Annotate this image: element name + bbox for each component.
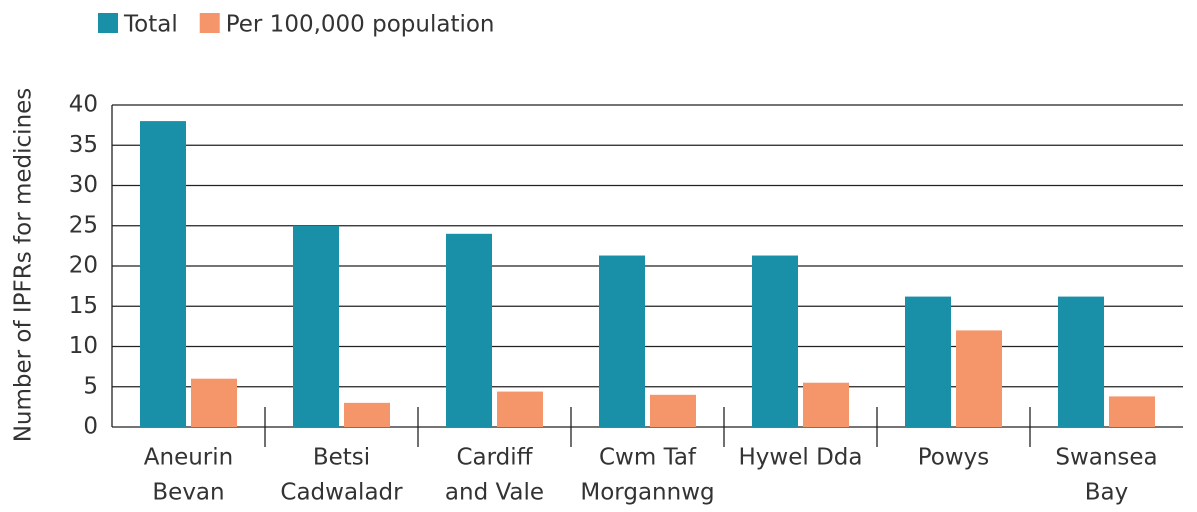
bar	[1109, 396, 1155, 427]
legend-label: Per 100,000 population	[226, 12, 495, 38]
legend-swatch	[98, 13, 118, 33]
bar	[344, 402, 390, 427]
x-tick-label: Morgannwg	[580, 480, 714, 506]
x-tick-label: Hywel Dda	[739, 445, 863, 471]
legend-swatch	[199, 13, 220, 33]
x-tick-label: Cadwaladr	[280, 480, 403, 506]
x-tick-label: Swansea	[1055, 445, 1157, 471]
y-tick-label: 15	[69, 293, 98, 319]
bar	[650, 394, 696, 427]
y-tick-label: 40	[69, 92, 98, 118]
y-tick-label: 30	[69, 172, 98, 198]
x-tick-label: Powys	[918, 445, 990, 471]
x-tick-label: Bevan	[152, 480, 224, 506]
bar	[293, 225, 339, 427]
y-tick-label: 20	[69, 253, 98, 279]
y-tick-label: 35	[69, 132, 98, 158]
x-tick-label: Cardiff	[456, 445, 533, 471]
x-tick-label: Aneurin	[144, 445, 233, 471]
x-tick-label: Cwm Taf	[599, 445, 697, 471]
bar	[140, 121, 186, 427]
x-tick-label: and Vale	[445, 480, 544, 506]
x-tick-label: Bay	[1085, 480, 1128, 506]
bar	[599, 255, 645, 427]
x-tick-label: Betsi	[313, 445, 370, 471]
bar	[1058, 296, 1104, 427]
y-axis-label: Number of IPFRs for medicines	[11, 88, 37, 443]
bar	[446, 233, 492, 427]
bar	[905, 296, 951, 427]
y-tick-label: 0	[83, 414, 98, 440]
y-tick-label: 5	[83, 373, 98, 399]
bar	[191, 378, 237, 427]
legend-label: Total	[123, 12, 178, 38]
bar	[803, 382, 849, 427]
bar	[497, 391, 543, 427]
bar	[956, 330, 1002, 427]
y-tick-label: 25	[69, 212, 98, 238]
bar	[752, 255, 798, 427]
y-tick-label: 10	[69, 333, 98, 359]
